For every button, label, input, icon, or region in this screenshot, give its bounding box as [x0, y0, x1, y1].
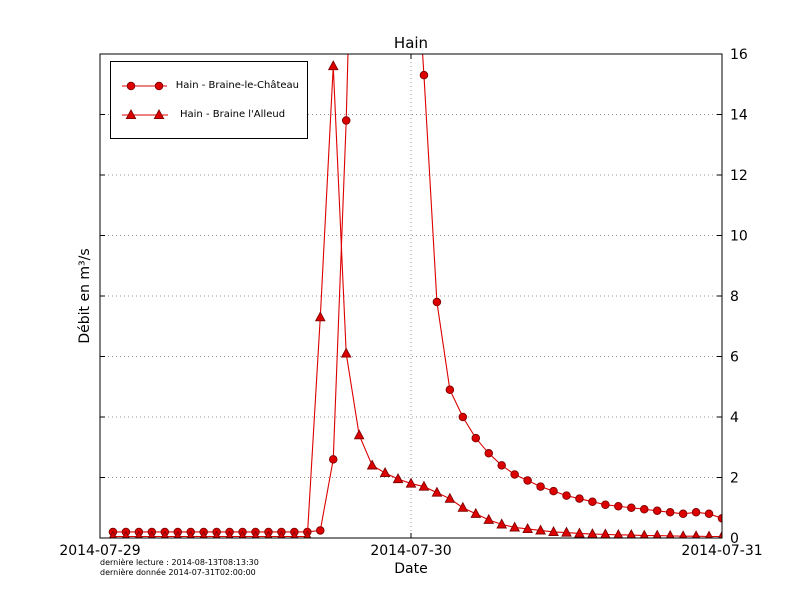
legend-label: Hain - Braine l'Alleud — [180, 109, 286, 120]
legend-label: Hain - Braine-le-Château — [175, 80, 299, 91]
svg-text:6: 6 — [730, 350, 739, 366]
footnote-last-data: dernière donnée 2014-07-31T02:00:00 — [100, 568, 256, 577]
x-axis-label: Date — [394, 561, 428, 577]
svg-text:0: 0 — [730, 531, 739, 547]
legend: Hain - Braine-le-Château Hain - Braine l… — [110, 61, 308, 139]
chart-title: Hain — [393, 34, 429, 52]
svg-text:12: 12 — [730, 168, 748, 184]
x-tick-label: 2014-07-31 — [681, 543, 763, 559]
legend-item: Hain - Braine-le-Château — [119, 71, 299, 100]
x-tick-label: 2014-07-29 — [59, 543, 141, 559]
svg-text:10: 10 — [730, 229, 748, 245]
x-tick-label: 2014-07-30 — [370, 543, 452, 559]
footnote-last-read: dernière lecture : 2014-08-13T08:13:30 — [100, 558, 259, 567]
footnotes: dernière lecture : 2014-08-13T08:13:30 d… — [100, 558, 259, 578]
svg-text:16: 16 — [730, 47, 748, 63]
legend-sample-triangle-line — [122, 108, 168, 119]
legend-sample-circle-line — [122, 81, 167, 90]
legend-item: Hain - Braine l'Alleud — [119, 100, 299, 129]
svg-text:14: 14 — [730, 108, 748, 124]
svg-text:2: 2 — [730, 471, 739, 487]
svg-text:8: 8 — [730, 289, 739, 305]
svg-text:4: 4 — [730, 410, 739, 426]
y-axis-label: Débit en m³/s — [77, 248, 93, 344]
